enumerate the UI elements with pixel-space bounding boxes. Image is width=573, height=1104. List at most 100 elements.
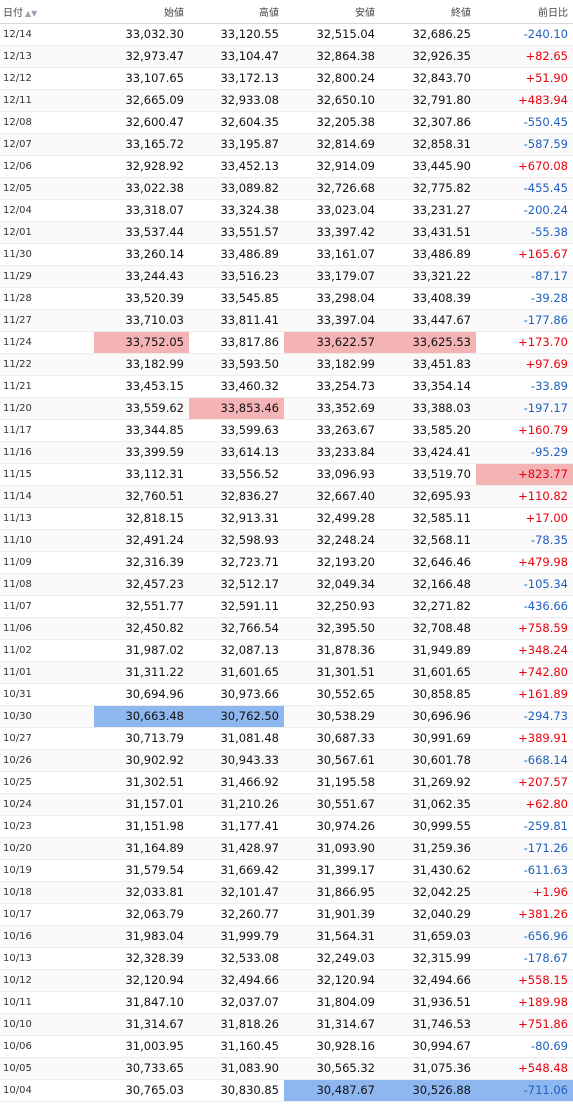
cell-open: 33,559.62: [94, 397, 189, 420]
cell-high: 33,089.82: [189, 177, 284, 200]
cell-open: 33,399.59: [94, 441, 189, 464]
cell-change: -436.66: [476, 595, 573, 618]
cell-open: 32,450.82: [94, 617, 189, 640]
cell-date: 11/17: [0, 419, 94, 442]
cell-low: 32,814.69: [284, 133, 380, 156]
cell-change: -259.81: [476, 815, 573, 838]
table-row: 10/23 31,151.98 31,177.41 30,974.26 30,999.5…: [0, 815, 573, 838]
cell-change: +823.77: [476, 463, 573, 486]
cell-open: 31,157.01: [94, 793, 189, 816]
cell-change: +160.79: [476, 419, 573, 442]
header-high: 高値: [189, 0, 284, 24]
cell-open: 30,713.79: [94, 727, 189, 750]
table-header: 日付 ▲▼ 始値 高値 安値 終値 前日比: [0, 0, 573, 24]
cell-change: +207.57: [476, 771, 573, 794]
cell-date: 10/23: [0, 815, 94, 838]
sort-arrows-icon[interactable]: ▲▼: [25, 8, 38, 18]
cell-date: 10/13: [0, 947, 94, 970]
table-row: 11/14 32,760.51 32,836.27 32,667.40 32,695.9…: [0, 485, 573, 508]
cell-open: 30,765.03: [94, 1079, 189, 1102]
cell-high: 33,172.13: [189, 67, 284, 90]
header-date-label: 日付: [3, 7, 23, 19]
table-row: 12/05 33,022.38 33,089.82 32,726.68 32,775.8…: [0, 177, 573, 200]
cell-high: 32,037.07: [189, 991, 284, 1014]
cell-change: +97.69: [476, 353, 573, 376]
table-row: 10/30 30,663.48 30,762.50 30,538.29 30,696.9…: [0, 705, 573, 728]
cell-date: 10/17: [0, 903, 94, 926]
cell-low: 30,567.61: [284, 749, 380, 772]
cell-high: 31,081.48: [189, 727, 284, 750]
cell-change: +758.59: [476, 617, 573, 640]
table-row: 11/20 33,559.62 33,853.46 33,352.69 33,388.0…: [0, 397, 573, 420]
table-row: 10/05 30,733.65 31,083.90 30,565.32 31,075.3…: [0, 1057, 573, 1080]
table-row: 11/09 32,316.39 32,723.71 32,193.20 32,646.4…: [0, 551, 573, 574]
cell-date: 12/01: [0, 221, 94, 244]
cell-high: 31,083.90: [189, 1057, 284, 1080]
table-row: 12/14 33,032.30 33,120.55 32,515.04 32,686.2…: [0, 23, 573, 46]
cell-open: 30,733.65: [94, 1057, 189, 1080]
cell-open: 33,520.39: [94, 287, 189, 310]
cell-change: +110.82: [476, 485, 573, 508]
cell-low: 31,314.67: [284, 1013, 380, 1036]
cell-high: 32,101.47: [189, 881, 284, 904]
cell-low: 31,901.39: [284, 903, 380, 926]
cell-open: 33,112.31: [94, 463, 189, 486]
cell-low: 30,687.33: [284, 727, 380, 750]
cell-change: -33.89: [476, 375, 573, 398]
cell-high: 31,999.79: [189, 925, 284, 948]
cell-close: 32,307.86: [380, 111, 476, 134]
table-row: 10/12 32,120.94 32,494.66 32,120.94 32,494.6…: [0, 969, 573, 992]
cell-high: 32,766.54: [189, 617, 284, 640]
cell-high: 33,551.57: [189, 221, 284, 244]
cell-open: 32,973.47: [94, 45, 189, 68]
cell-high: 30,973.66: [189, 683, 284, 706]
cell-low: 32,193.20: [284, 551, 380, 574]
cell-close: 32,843.70: [380, 67, 476, 90]
cell-close: 33,354.14: [380, 375, 476, 398]
cell-high: 33,599.63: [189, 419, 284, 442]
cell-close: 32,494.66: [380, 969, 476, 992]
cell-low: 32,250.93: [284, 595, 380, 618]
cell-close: 31,746.53: [380, 1013, 476, 1036]
cell-change: -200.24: [476, 199, 573, 222]
cell-low: 33,023.04: [284, 199, 380, 222]
cell-close: 32,858.31: [380, 133, 476, 156]
cell-close: 31,075.36: [380, 1057, 476, 1080]
cell-open: 31,003.95: [94, 1035, 189, 1058]
cell-open: 32,328.39: [94, 947, 189, 970]
cell-high: 33,817.86: [189, 331, 284, 354]
cell-change: +51.90: [476, 67, 573, 90]
cell-open: 31,151.98: [94, 815, 189, 838]
cell-high: 32,512.17: [189, 573, 284, 596]
cell-date: 12/08: [0, 111, 94, 134]
header-date[interactable]: 日付 ▲▼: [0, 0, 94, 24]
cell-high: 32,260.77: [189, 903, 284, 926]
cell-change: +483.94: [476, 89, 573, 112]
cell-close: 31,659.03: [380, 925, 476, 948]
cell-high: 33,324.38: [189, 199, 284, 222]
cell-close: 30,991.69: [380, 727, 476, 750]
table-row: 11/24 33,752.05 33,817.86 33,622.57 33,625.5…: [0, 331, 573, 354]
cell-date: 10/11: [0, 991, 94, 1014]
cell-change: +548.48: [476, 1057, 573, 1080]
header-low: 安値: [284, 0, 380, 24]
table-row: 12/08 32,600.47 32,604.35 32,205.38 32,307.8…: [0, 111, 573, 134]
cell-low: 31,301.51: [284, 661, 380, 684]
cell-date: 11/07: [0, 595, 94, 618]
cell-low: 30,552.65: [284, 683, 380, 706]
cell-high: 33,593.50: [189, 353, 284, 376]
cell-open: 33,165.72: [94, 133, 189, 156]
cell-high: 33,556.52: [189, 463, 284, 486]
cell-high: 33,460.32: [189, 375, 284, 398]
cell-date: 12/06: [0, 155, 94, 178]
cell-change: -80.69: [476, 1035, 573, 1058]
cell-close: 33,431.51: [380, 221, 476, 244]
cell-high: 32,723.71: [189, 551, 284, 574]
cell-close: 32,708.48: [380, 617, 476, 640]
cell-date: 10/20: [0, 837, 94, 860]
cell-date: 11/08: [0, 573, 94, 596]
cell-open: 31,987.02: [94, 639, 189, 662]
cell-low: 31,804.09: [284, 991, 380, 1014]
cell-high: 33,545.85: [189, 287, 284, 310]
cell-open: 33,260.14: [94, 243, 189, 266]
